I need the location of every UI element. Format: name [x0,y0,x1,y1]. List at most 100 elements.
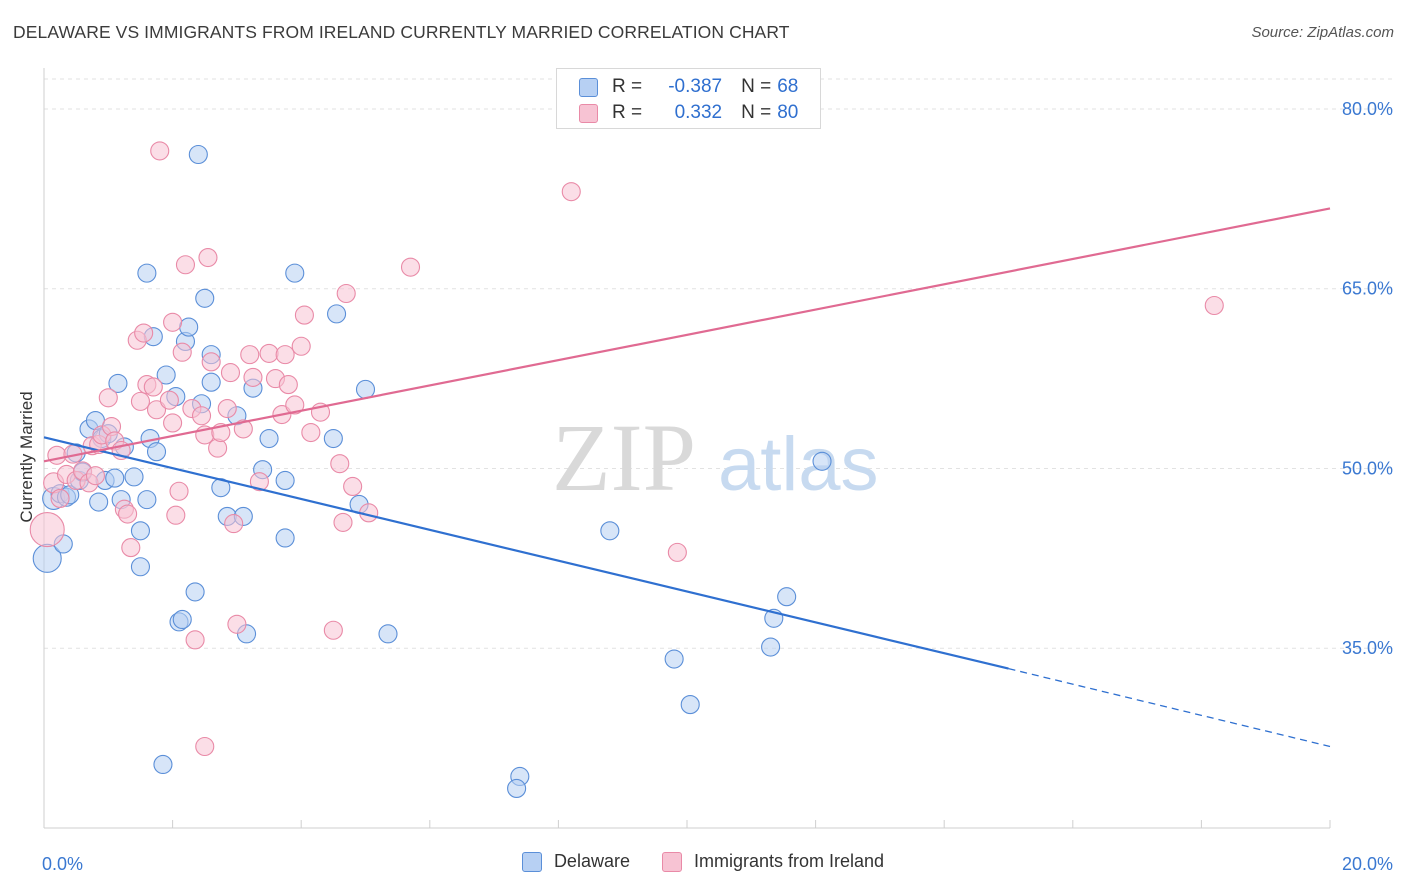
ireland-trend-line [43,207,1331,463]
ireland-point [333,512,353,532]
n-label: N = [741,102,772,123]
ireland-point [130,391,150,411]
ireland-point [243,367,263,387]
ireland-point [195,736,215,757]
ireland-point [249,472,269,492]
delaware-point [507,778,527,799]
ireland-point [208,438,228,458]
r-label: R = [612,102,643,123]
chart-title: DELAWARE VS IMMIGRANTS FROM IRELAND CURR… [13,22,790,42]
ireland-point [169,481,189,501]
delaware-point [153,754,173,775]
delaware-point [259,428,279,449]
delaware-point [600,521,620,541]
legend-swatch-blue [521,851,542,872]
ireland-point [47,445,67,465]
delaware-point [323,428,343,449]
source-credit: Source: ZipAtlas.com [1251,24,1394,41]
delaware-point [188,144,208,165]
r-value: 0.332 [674,102,723,123]
delaware-point [777,587,797,607]
ireland-point [166,505,186,525]
legend-item-ireland[interactable]: Immigrants from Ireland [661,851,885,872]
ireland-point [191,406,212,426]
delaware-point [146,442,167,462]
x-tick-label: 20.0% [1342,854,1393,874]
x-tick-label: 0.0% [42,854,83,874]
legend-swatch-blue [579,77,598,97]
ireland-point [301,422,321,443]
delaware-point [195,288,215,308]
delaware-trend-extension [1008,667,1331,748]
delaware-trend-line [43,436,1009,670]
ireland-point [85,466,105,486]
delaware-point [137,490,157,510]
delaware-point [355,379,376,399]
ireland-point [150,141,170,161]
ireland-point [185,630,205,650]
tick-labels: 35.0% 50.0% 65.0% 80.0% 0.0% 20.0% [42,99,1393,874]
delaware-point [130,521,150,541]
delaware-point [185,582,205,602]
ireland-point [224,514,244,534]
ireland-point [336,283,356,304]
ireland-point [118,504,138,524]
trend-lines [43,207,1331,748]
delaware-point [89,492,109,512]
data-points [29,104,1224,799]
ireland-point [278,375,298,395]
delaware-point [761,637,781,657]
delaware-point [156,365,176,385]
r-value: -0.387 [668,76,723,97]
ireland-point [201,352,221,372]
legend-item-delaware[interactable]: Delaware [521,851,630,872]
delaware-point [105,468,125,488]
ireland-point [240,345,260,365]
legend-swatch-pink [579,103,598,123]
ireland-point [220,363,241,383]
ireland-point [217,399,237,419]
legend-swatch-pink [661,851,682,872]
ireland-point [98,388,118,408]
y-tick-label: 35.0% [1342,638,1393,658]
ireland-point [285,395,305,415]
ireland-point [50,488,70,508]
ireland-point [259,343,279,363]
delaware-point [812,451,832,471]
ireland-point [1204,295,1224,316]
grid [44,78,1392,649]
ireland-point [323,620,343,640]
n-label: N = [741,76,772,97]
ireland-point [343,476,363,497]
delaware-point [275,470,295,491]
delaware-point [201,372,221,392]
ireland-point [134,323,154,343]
delaware-point [680,695,700,715]
y-tick-label: 50.0% [1342,458,1393,478]
delaware-point [664,649,684,669]
ireland-point [291,336,311,356]
legend-row-delaware: R = -0.387 N = 68 [579,74,798,100]
ireland-point [275,345,295,365]
n-value: 80 [777,102,799,123]
axes [43,68,1331,829]
ireland-point [227,614,247,634]
legend-row-ireland: R = 0.332 N = 80 [579,100,798,126]
legend-label: Immigrants from Ireland [693,851,885,871]
delaware-point [275,528,295,548]
ireland-point [667,542,687,562]
watermark-atlas: atlas [718,422,879,507]
ireland-point [400,257,421,277]
ireland-point [561,182,581,202]
ireland-point [29,512,65,548]
series-legend: Delaware Immigrants from Ireland [0,851,1406,872]
delaware-point [124,467,144,487]
ireland-point [172,342,192,362]
y-tick-label: 65.0% [1342,279,1393,299]
ireland-point [163,312,183,332]
delaware-point [285,263,305,283]
ireland-point [294,305,314,325]
delaware-point [137,263,157,283]
y-axis-label: Currently Married [17,391,36,523]
